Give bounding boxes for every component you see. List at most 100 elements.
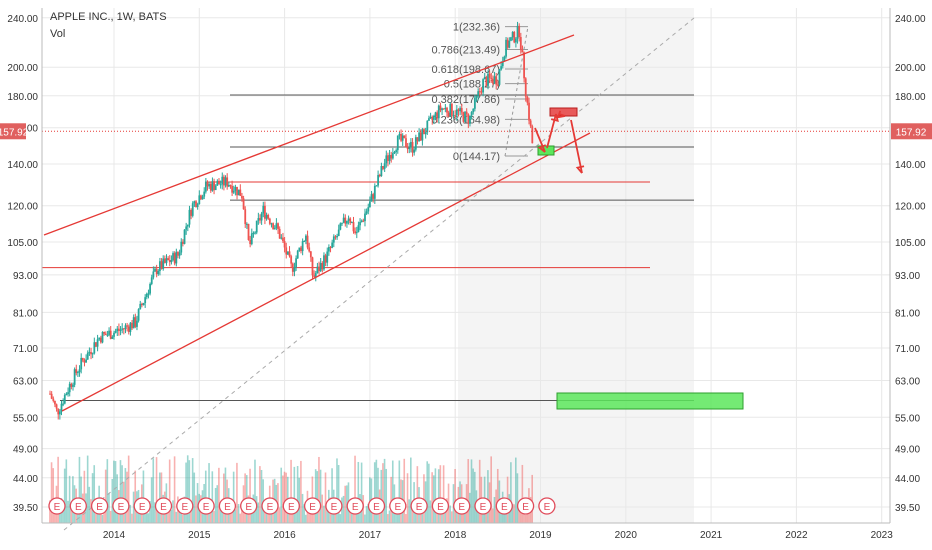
candle-body [526,96,529,103]
candle-body [393,152,396,154]
candle-body [262,205,265,214]
earnings-marker [346,497,364,515]
candle-body [465,111,468,115]
volume-bar [127,455,130,523]
volume-bar [65,459,68,523]
volume-bar [90,499,92,523]
earnings-marker-label: E [160,502,167,513]
volume-bar [369,477,371,523]
candle-body [270,223,273,225]
volume-bar [131,513,133,523]
candle-body [232,190,235,193]
volume-bar [288,511,291,523]
candle-body [98,337,101,340]
candle-body [414,137,417,150]
candle-body [528,102,530,121]
volume-bar [119,460,122,523]
earnings-marker-label: E [522,502,529,513]
earnings-marker-label: E [480,502,487,513]
candle-body [109,330,112,339]
earnings-marker [431,497,450,515]
volume-bar [191,458,194,523]
volume-bar [237,504,240,523]
volume-bar [326,506,328,523]
candle-body [359,222,361,226]
y-tick-label-right: 39.50 [895,503,920,514]
volume-bar [403,458,406,523]
y-tick-label-left: 71.00 [13,344,38,355]
volume-bar [224,467,227,523]
volume-bar [395,513,397,523]
volume-bar [186,455,189,523]
candle-body [483,76,486,80]
candle-body [122,328,125,330]
candle-body [216,180,219,186]
candle-body [257,218,260,221]
candle-body [439,105,442,111]
y-tick-label-left: 39.50 [13,503,38,514]
volume-bar [236,462,238,523]
volume-bar [132,491,135,523]
y-tick-label-right: 240.00 [895,14,926,25]
candle-body [49,393,51,395]
volume-bar [462,511,465,523]
volume-bar [77,507,79,523]
candle-body [529,120,532,127]
x-tick-label: 2016 [273,530,296,541]
x-tick-label: 2019 [529,530,552,541]
volume-bar [514,457,517,523]
volume-bar [144,508,146,523]
candle-body [90,352,92,355]
candle-body [462,112,465,122]
candle-body [308,247,311,252]
candle-body [454,115,457,117]
candle-body [344,217,347,224]
volume-bar [449,505,451,523]
volume-bar [398,460,401,523]
earnings-marker [69,497,87,515]
candle-body [175,251,178,264]
candle-body [342,217,345,223]
candle-body [267,214,270,219]
volume-bar [490,456,492,523]
volume-bar [121,465,123,523]
volume-bar [49,500,51,523]
volume-bar [219,509,222,523]
volume-bar [385,468,388,523]
volume-bar [83,470,86,523]
symbol-title: APPLE INC., 1W, BATS [50,11,167,23]
arrow-down-to-support-head [537,144,547,153]
volume-bar [309,510,312,523]
candle-body [195,201,197,208]
volume-bar [193,472,196,523]
candle-body [519,37,522,51]
candle-body [99,337,102,343]
target-green-box-large [556,392,744,410]
candle-body [111,336,114,339]
candle-body [473,97,476,109]
candle-body [131,322,133,329]
volume-bar [111,478,114,523]
fib-level-label: 0.382(177.86) [432,94,501,106]
candle-body [209,184,212,191]
arrow-down-to-support [534,127,546,153]
arrow-down-projection [570,119,583,174]
candle-body [77,372,79,374]
earnings-marker-label: E [458,502,465,513]
y-tick-label-right: 200.00 [895,63,926,74]
candle-body [346,220,348,224]
volume-bar [296,466,299,523]
candle-body [118,328,120,331]
earnings-marker [367,497,386,515]
candle-body [455,109,458,116]
volume-bar [519,508,522,523]
volume-bar [208,463,210,523]
candle-body [337,229,340,237]
candle-body [137,309,140,321]
candle-body [185,226,188,230]
candle-body [67,392,69,395]
volume-bar [280,467,283,523]
volume-bar [437,469,440,523]
y-tick-label-left: 240.00 [7,14,38,25]
